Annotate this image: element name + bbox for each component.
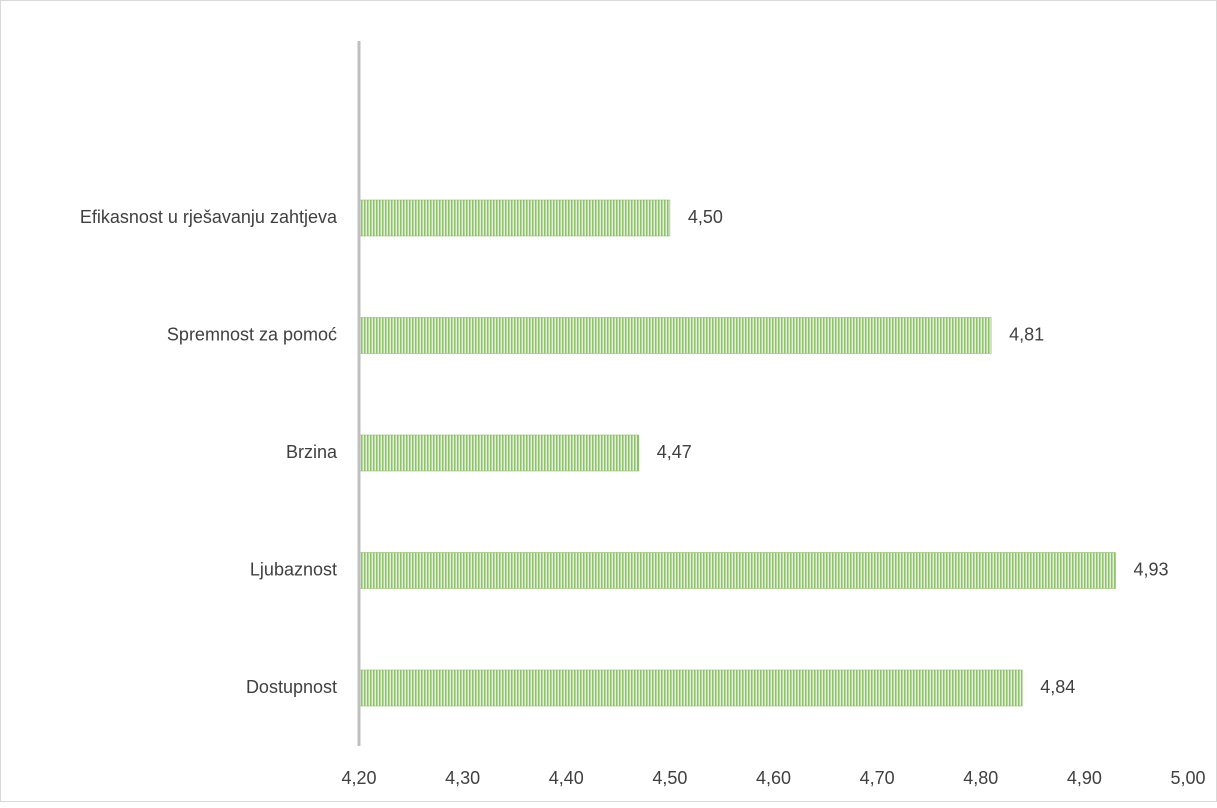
bar-4 <box>358 669 1023 707</box>
category-label-2: Brzina <box>286 442 338 462</box>
x-tick-label-0: 4,20 <box>341 768 376 788</box>
data-label-4: 4,84 <box>1040 677 1075 697</box>
x-tick-label-8: 5,00 <box>1170 768 1205 788</box>
data-label-3: 4,93 <box>1133 559 1168 579</box>
data-labels-layer: 4,50 4,81 4,47 4,93 4,84 <box>657 207 1169 697</box>
data-label-2: 4,47 <box>657 442 692 462</box>
category-labels-layer: Efikasnost u rješavanju zahtjeva Spremnos… <box>80 207 338 697</box>
bar-3 <box>358 552 1116 589</box>
x-tick-label-2: 4,40 <box>549 768 584 788</box>
category-label-0: Efikasnost u rješavanju zahtjeva <box>80 207 338 227</box>
x-tick-labels-layer: 4,20 4,30 4,40 4,50 4,60 4,70 4,80 4,90 5,00 <box>341 768 1205 788</box>
category-label-3: Ljubaznost <box>250 559 337 579</box>
bar-0 <box>358 199 671 237</box>
x-tick-label-7: 4,90 <box>1067 768 1102 788</box>
bar-2 <box>358 434 640 472</box>
x-tick-label-3: 4,50 <box>652 768 687 788</box>
category-label-4: Dostupnost <box>246 677 337 697</box>
x-tick-label-5: 4,70 <box>860 768 895 788</box>
bar-1 <box>358 317 992 354</box>
x-tick-label-6: 4,80 <box>963 768 998 788</box>
category-label-1: Spremnost za pomoć <box>167 324 337 344</box>
x-tick-label-1: 4,30 <box>445 768 480 788</box>
bars-layer <box>358 199 1116 707</box>
x-tick-label-4: 4,60 <box>756 768 791 788</box>
data-label-0: 4,50 <box>688 207 723 227</box>
data-label-1: 4,81 <box>1009 324 1044 344</box>
